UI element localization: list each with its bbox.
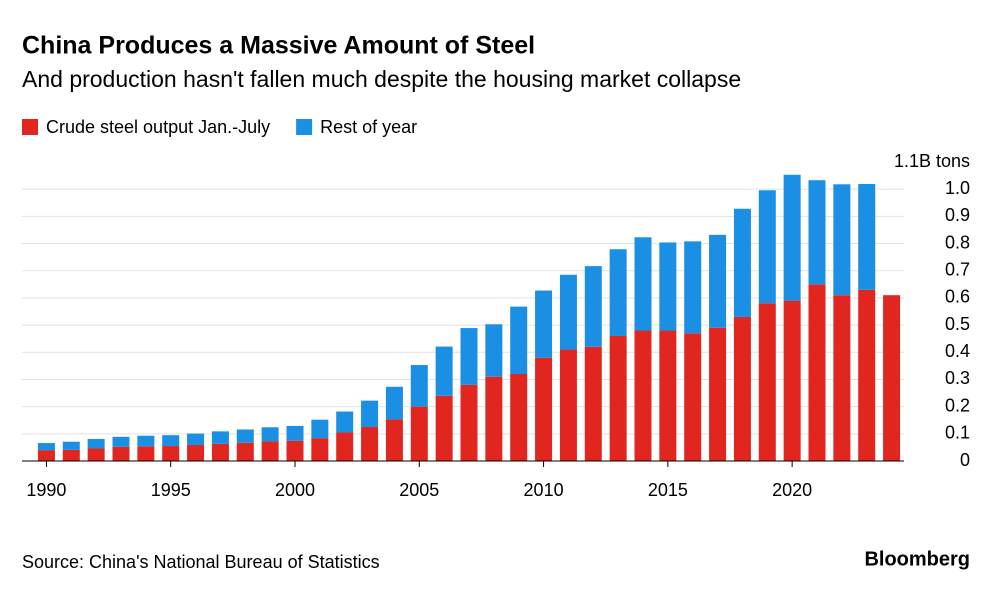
bar-segment: [733, 208, 751, 317]
bar-segment: [833, 184, 851, 296]
bar-segment: [435, 395, 453, 461]
x-tick-label: 1995: [151, 480, 191, 500]
y-tick-label: 0.3: [945, 368, 970, 388]
bar-segment: [709, 234, 727, 328]
bar-segment: [684, 333, 702, 461]
bar-segment: [460, 328, 478, 385]
bar-segment: [659, 242, 677, 331]
bar-segment: [609, 335, 627, 461]
bar-segment: [137, 435, 155, 447]
bar-segment: [361, 400, 379, 428]
y-tick-label: 0.9: [945, 205, 970, 225]
bar-segment: [112, 446, 130, 461]
chart-title: China Produces a Massive Amount of Steel: [22, 32, 535, 60]
y-tick-label: 0.5: [945, 314, 970, 334]
bar-segment: [609, 249, 627, 336]
bar-segment: [709, 327, 727, 461]
bar-segment: [137, 446, 155, 461]
x-tick-label: 2000: [275, 480, 315, 500]
bar-segment: [162, 435, 180, 447]
chart-subtitle: And production hasn't fallen much despit…: [22, 66, 741, 92]
bar-segment: [37, 443, 55, 451]
bar-segment: [435, 346, 453, 396]
bar-segment: [883, 295, 901, 461]
bar-segment: [37, 450, 55, 461]
legend-swatch: [22, 119, 38, 135]
bar-segment: [87, 438, 105, 449]
bar-segment: [510, 306, 528, 375]
bar-segment: [485, 376, 503, 461]
bar-segment: [783, 300, 801, 461]
bar-segment: [733, 316, 751, 461]
bar-segment: [62, 441, 80, 450]
bar-segment: [559, 349, 577, 461]
bar-segment: [261, 427, 279, 442]
bar-segment: [336, 411, 354, 433]
bar-segment: [236, 429, 254, 443]
x-tick-label: 2015: [648, 480, 688, 500]
bar-segment: [584, 266, 602, 347]
bar-segment: [634, 237, 652, 331]
bar-segment: [659, 330, 677, 461]
y-tick-label: 0.6: [945, 287, 970, 307]
brand: Bloomberg: [864, 548, 970, 570]
y-tick-label: 0.7: [945, 259, 970, 279]
bar-segment: [162, 446, 180, 461]
bar-segment: [808, 284, 826, 461]
bar-segment: [535, 290, 553, 358]
bar-segment: [833, 295, 851, 461]
bar-segment: [410, 406, 428, 461]
y-tick-label: 1.1B tons: [894, 151, 970, 171]
bar-segment: [361, 427, 379, 461]
x-tick-label: 2020: [772, 480, 812, 500]
bar-segment: [87, 448, 105, 461]
legend-swatch: [296, 119, 313, 135]
bar-segment: [460, 384, 478, 461]
y-tick-label: 1.0: [945, 178, 970, 198]
bar-segment: [858, 184, 876, 290]
bar-segment: [485, 324, 503, 377]
source: Source: China's National Bureau of Stati…: [22, 552, 380, 572]
x-tick-label: 1990: [26, 480, 66, 500]
bar-segment: [559, 274, 577, 350]
bar-segment: [584, 346, 602, 461]
legend-label: Crude steel output Jan.-July: [46, 117, 270, 137]
bar-segment: [858, 289, 876, 461]
bar-segment: [311, 438, 329, 461]
bar-segment: [783, 174, 801, 301]
y-tick-label: 0.8: [945, 232, 970, 252]
y-tick-label: 0: [960, 450, 970, 470]
legend-label: Rest of year: [320, 117, 417, 137]
bar-segment: [336, 432, 354, 461]
bar-segment: [385, 386, 403, 420]
bar-segment: [684, 241, 702, 334]
bar-segment: [758, 190, 776, 304]
x-tick-label: 2005: [399, 480, 439, 500]
bar-segment: [211, 431, 229, 444]
bar-segment: [385, 419, 403, 461]
bar-segment: [236, 442, 254, 461]
bar-segment: [62, 449, 80, 461]
y-tick-label: 0.4: [945, 341, 970, 361]
bar-segment: [634, 330, 652, 461]
bar-segment: [187, 433, 205, 445]
bar-segment: [311, 419, 329, 439]
bar-segment: [510, 374, 528, 461]
bar-segment: [286, 425, 304, 441]
bar-segment: [535, 357, 553, 461]
bar-segment: [112, 436, 130, 447]
bar-segment: [286, 440, 304, 461]
y-tick-label: 0.1: [945, 423, 970, 443]
bar-segment: [261, 441, 279, 461]
bar-segment: [808, 180, 826, 285]
x-tick-label: 2010: [524, 480, 564, 500]
bar-segment: [211, 443, 229, 461]
y-tick-label: 0.2: [945, 395, 970, 415]
bar-segment: [187, 444, 205, 461]
bar-segment: [758, 303, 776, 461]
bar-segment: [410, 365, 428, 407]
